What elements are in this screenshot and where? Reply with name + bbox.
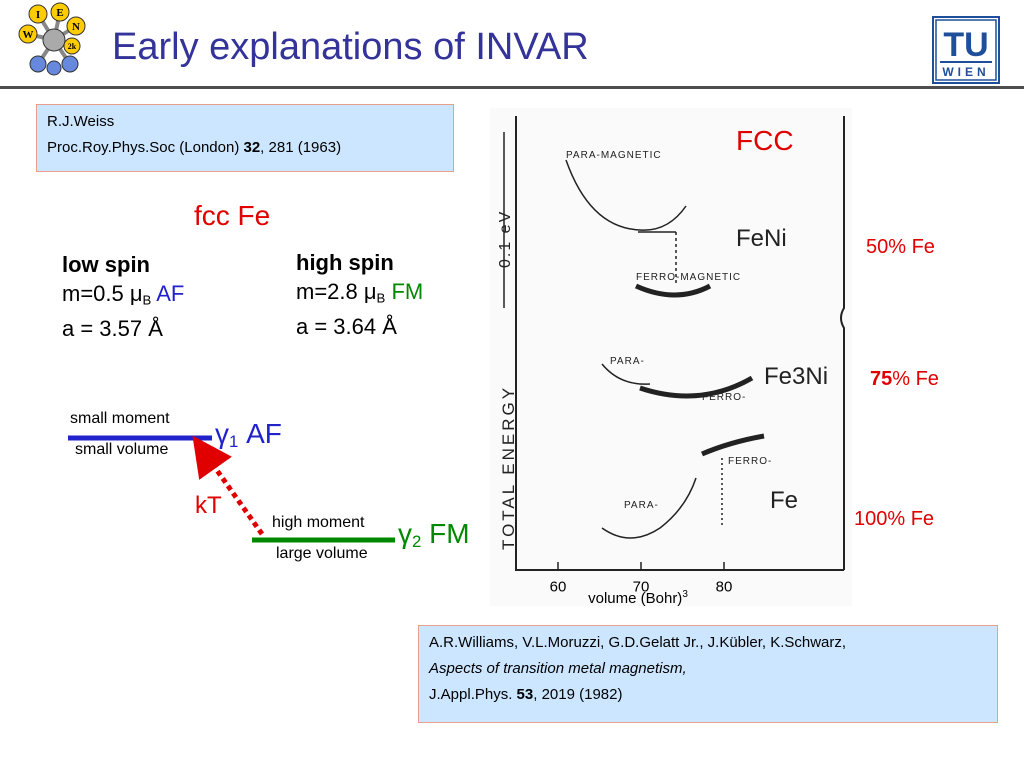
fe-content-75-rest: % Fe: [892, 368, 939, 390]
gamma1-state: AF: [246, 418, 282, 449]
reference-citation: Proc.Roy.Phys.Soc (London) 32, 281 (1963…: [47, 135, 443, 161]
reference2-pages-year: , 2019 (1982): [533, 686, 623, 703]
fe-content-50: 50% Fe: [866, 236, 935, 258]
gamma2-top-label: high moment: [272, 514, 365, 531]
low-spin-block: low spin m=0.5 μB AF a = 3.57 Å: [62, 250, 184, 343]
slide-title: Early explanations of INVAR: [112, 26, 589, 68]
high-spin-state: FM: [391, 279, 424, 304]
fe3ni-compound: Fe3Ni: [764, 363, 828, 390]
fe-ni-ferro-curve: [634, 283, 712, 298]
x-tick-70: 70: [633, 579, 650, 596]
reference-weiss: R.J.Weiss Proc.Roy.Phys.Soc (London) 32,…: [36, 104, 454, 172]
gamma1-bottom-label: small volume: [75, 441, 169, 458]
high-spin-moment-value: m=2.8 μ: [296, 279, 377, 304]
fe-para-label: PARA-: [624, 500, 659, 511]
fe3ni-para-curve: [601, 363, 651, 385]
high-spin-moment-sub: B: [376, 290, 386, 306]
reference-pages-year: , 281 (1963): [260, 139, 342, 156]
x-tick-60: 60: [550, 579, 567, 596]
fe-ni-para-curve: [565, 159, 687, 231]
fe-compound: Fe: [770, 487, 798, 514]
title-divider: [0, 86, 1024, 89]
wien2k-logo: I E W N 2k: [18, 2, 86, 76]
gamma1-label: γ1 AF: [215, 418, 282, 452]
fe3ni-ferro-curve: [639, 375, 754, 399]
fcc-fe-heading: fcc Fe: [194, 200, 271, 231]
logo-letter-w: W: [23, 29, 34, 41]
low-spin-label: low spin: [62, 252, 150, 277]
fe-content-100: 100% Fe: [854, 508, 935, 530]
logo-letter-i: I: [36, 9, 40, 21]
high-spin-label: high spin: [296, 250, 394, 275]
reference2-title-text: Aspects of transition metal magnetism,: [429, 660, 687, 677]
logo-letter-n: N: [72, 21, 80, 33]
fe3ni-para-label: PARA-: [610, 356, 645, 367]
high-spin-block: high spin m=2.8 μB FM a = 3.64 Å: [296, 248, 423, 341]
low-spin-moment-value: m=0.5 μ: [62, 281, 143, 306]
reference2-authors: A.R.Williams, V.L.Moruzzi, G.D.Gelatt Jr…: [429, 634, 847, 651]
x-axis-label: volume (Bohr)3: [588, 589, 688, 606]
tu-wien-logo: TU WIEN: [932, 16, 1000, 84]
x-axis-label-sup: 3: [682, 589, 688, 600]
fe-content-75-bold: 75: [870, 368, 893, 390]
fe-ferro-label: FERRO-: [728, 456, 772, 467]
logo-letter-2k: 2k: [68, 42, 77, 51]
fe-para-curve: [601, 477, 697, 539]
gamma1-sub: 1: [229, 432, 239, 452]
reference-journal: Proc.Roy.Phys.Soc (London): [47, 139, 244, 156]
reference2-title: Aspects of transition metal magnetism,: [429, 656, 987, 682]
gamma2-bottom-label: large volume: [276, 545, 368, 562]
gamma1-top-label: small moment: [70, 410, 170, 427]
gamma2-sub: 2: [412, 532, 422, 552]
plot-frame: [515, 116, 844, 571]
low-spin-moment: m=0.5 μB AF: [62, 279, 184, 314]
y-axis-label: TOTAL ENERGY: [499, 385, 518, 550]
reference2-journal: J.Appl.Phys.: [429, 686, 517, 703]
reference-williams: A.R.Williams, V.L.Moruzzi, G.D.Gelatt Jr…: [418, 625, 998, 723]
wien-logo-text: WIEN: [942, 65, 989, 79]
reference-authors: R.J.Weiss: [47, 113, 115, 130]
x-tick-80: 80: [716, 579, 733, 596]
gamma2-state: FM: [429, 518, 470, 549]
logo-letter-e: E: [56, 7, 63, 19]
high-spin-lattice: a = 3.64 Å: [296, 314, 397, 340]
energy-volume-figure: 0.1 eV TOTAL ENERGY PARA-MAGNETIC FERRO-…: [490, 108, 852, 606]
fe3ni-ferro-label: FERRO-: [702, 392, 746, 403]
reference2-volume: 53: [516, 686, 534, 703]
fcc-label: FCC: [736, 125, 794, 156]
tu-logo-text: TU: [943, 26, 988, 64]
fe-ni-para-label: PARA-MAGNETIC: [566, 150, 662, 161]
kt-label: kT: [195, 492, 222, 519]
reference-volume: 32: [243, 139, 261, 156]
energy-scale-label: 0.1 eV: [497, 210, 514, 268]
x-axis-label-text: volume (Bohr): [588, 590, 682, 606]
reference2-citation: J.Appl.Phys. 53, 2019 (1982): [429, 682, 987, 708]
gamma1-symbol: γ: [215, 418, 229, 449]
fe-ferro-curve: [701, 433, 765, 457]
fe-ni-ferro-label: FERRO-MAGNETIC: [636, 272, 741, 283]
gamma2-symbol: γ: [398, 518, 412, 549]
fe-ni-compound: FeNi: [736, 225, 787, 252]
low-spin-lattice: a = 3.57 Å: [62, 316, 163, 342]
high-spin-moment: m=2.8 μB FM: [296, 277, 423, 312]
low-spin-moment-sub: B: [142, 292, 152, 308]
fe-content-75: 75% Fe: [870, 368, 939, 391]
gamma2-label: γ2 FM: [398, 518, 470, 552]
low-spin-state: AF: [156, 281, 185, 306]
